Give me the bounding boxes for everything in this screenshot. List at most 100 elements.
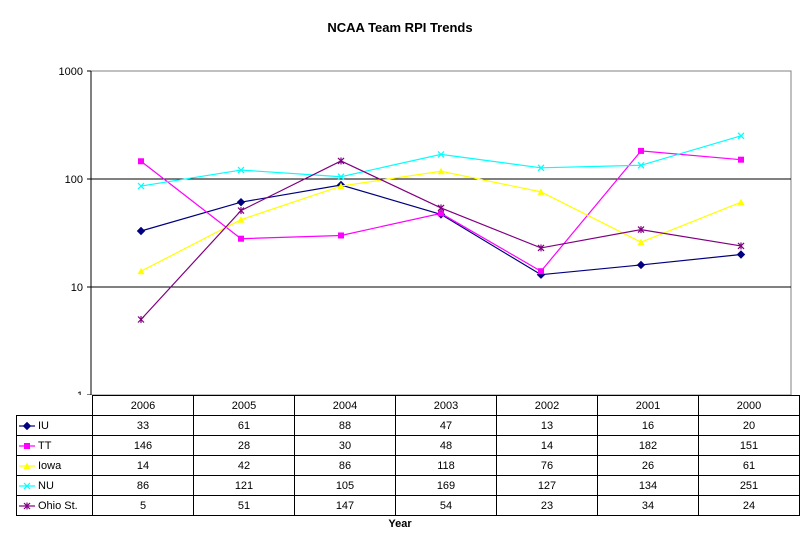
legend-key	[19, 462, 35, 469]
data-point	[738, 156, 744, 163]
series-name: TT	[38, 439, 52, 452]
table-row: TT 146 28 30 48 14 182 151	[16, 435, 800, 456]
table-header-row: 2006 2005 2004 2003 2002 2001 2000	[17, 395, 800, 416]
data-point	[437, 204, 445, 212]
data-point	[137, 267, 145, 275]
legend-marker	[24, 442, 30, 449]
series-name: IU	[38, 419, 49, 432]
data-label: 76	[496, 455, 598, 476]
table-row: IU 33 61 88 47 13 16 20	[16, 415, 800, 436]
chart-title: NCAA Team RPI Trends	[327, 20, 473, 35]
y-tick-label: 100	[65, 174, 83, 186]
data-point	[337, 182, 345, 190]
data-label: 88	[294, 415, 396, 436]
series-name: NU	[38, 479, 54, 492]
data-point	[337, 157, 345, 165]
legend-key	[19, 482, 35, 490]
data-point	[637, 238, 645, 246]
data-point	[737, 198, 745, 206]
data-label: 16	[597, 415, 699, 436]
data-label: 48	[395, 435, 497, 456]
x-tick-label: 2001	[597, 395, 699, 416]
legend-marker	[23, 482, 31, 490]
data-point	[636, 260, 646, 270]
data-label: 20	[698, 415, 800, 436]
data-table: 2006 2005 2004 2003 2002 2001 2000 IU 33 61 88 47 13…	[16, 395, 800, 516]
legend-marker	[23, 462, 31, 469]
data-label: 169	[395, 475, 497, 496]
series-name: Iowa	[38, 459, 62, 472]
data-label: 23	[496, 495, 598, 516]
data-point	[237, 207, 245, 215]
data-label: 54	[395, 495, 497, 516]
data-label: 182	[597, 435, 699, 456]
data-label: 34	[597, 495, 699, 516]
legend-key	[19, 502, 35, 510]
data-point	[338, 232, 344, 239]
legend-entry: IU	[16, 415, 93, 436]
x-tick-label: 2000	[698, 395, 800, 416]
data-label: 26	[597, 455, 699, 476]
data-label: 118	[395, 455, 497, 476]
data-label: 33	[92, 415, 194, 436]
y-tick-label: 1000	[59, 66, 83, 78]
data-label: 28	[193, 435, 295, 456]
data-label: 42	[193, 455, 295, 476]
data-label: 61	[193, 415, 295, 436]
legend-marker	[23, 502, 31, 510]
data-label: 14	[496, 435, 598, 456]
data-point	[137, 182, 145, 190]
x-axis-title: Year	[388, 518, 412, 530]
data-point	[638, 147, 644, 154]
data-point	[736, 250, 746, 259]
table-row: NU 86 121 105 169 127 134 251	[16, 475, 800, 496]
data-label: 151	[698, 435, 800, 456]
data-label: 146	[92, 435, 194, 456]
plot-border	[90, 70, 792, 395]
data-label: 121	[193, 475, 295, 496]
data-label: 30	[294, 435, 396, 456]
data-point	[737, 242, 745, 250]
table-corner	[17, 396, 93, 416]
legend-key	[19, 442, 35, 449]
data-label: 61	[698, 455, 800, 476]
table-row: Iowa 14 42 86 118 76 26 61	[16, 455, 800, 476]
data-point	[136, 226, 146, 236]
series-line-0	[140, 184, 742, 276]
data-label: 147	[294, 495, 396, 516]
data-point	[137, 316, 145, 324]
x-tick-label: 2006	[92, 395, 194, 416]
data-label: 86	[294, 455, 396, 476]
x-tick-label: 2003	[395, 395, 497, 416]
y-tick-label: 1	[77, 390, 83, 395]
legend-key	[19, 421, 35, 430]
legend-entry: NU	[16, 475, 93, 496]
x-tick-label: 2004	[294, 395, 396, 416]
series-line-4	[140, 160, 742, 320]
data-point	[538, 268, 544, 275]
data-label: 47	[395, 415, 497, 436]
data-point	[238, 235, 244, 242]
data-point	[437, 150, 445, 158]
table-row: Ohio St. 5 51 147 54 23 34 24	[16, 495, 800, 516]
data-label: 251	[698, 475, 800, 496]
data-label: 86	[92, 475, 194, 496]
data-label: 105	[294, 475, 396, 496]
legend-entry: Ohio St.	[16, 495, 93, 516]
data-point	[637, 226, 645, 234]
plot-area: 1 10 100 1000	[59, 66, 792, 395]
x-tick-label: 2005	[193, 395, 295, 416]
data-label: 5	[92, 495, 194, 516]
data-point	[737, 132, 745, 140]
data-label: 14	[92, 455, 194, 476]
data-point	[537, 188, 545, 195]
data-point	[236, 197, 246, 207]
data-point	[138, 158, 144, 165]
data-label: 13	[496, 415, 598, 436]
y-tick-label: 10	[71, 282, 83, 294]
legend-entry: Iowa	[16, 455, 93, 476]
legend-marker	[22, 421, 32, 430]
data-point	[537, 164, 545, 172]
legend-entry: TT	[16, 435, 93, 456]
data-point	[437, 167, 445, 175]
